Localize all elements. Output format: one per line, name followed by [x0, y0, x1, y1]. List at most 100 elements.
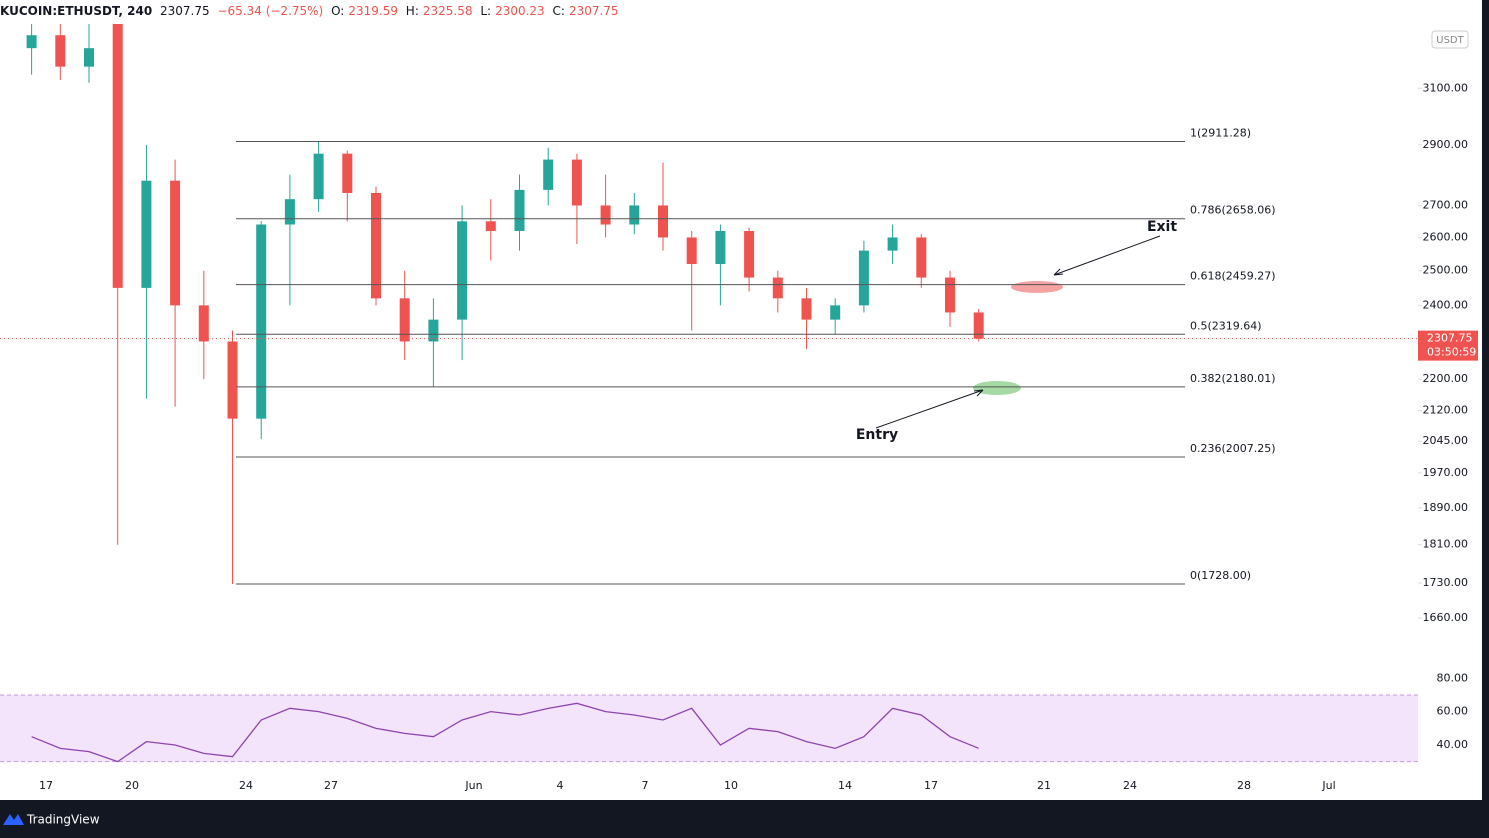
y-tick-label: 1810.00 [1423, 538, 1469, 551]
candle-body [371, 192, 381, 299]
logo [3, 814, 24, 825]
candle-body [485, 221, 496, 231]
candle-body [973, 312, 984, 339]
candle-body [256, 224, 267, 419]
price-axis-bg [1418, 24, 1482, 800]
last: 2307.75 [160, 4, 210, 18]
candle-body [858, 250, 869, 306]
right-edge [1482, 0, 1489, 838]
entry-zone [973, 381, 1021, 395]
x-tick-label: 28 [1237, 779, 1251, 792]
candle-body [715, 230, 726, 264]
last-price-badge [1418, 330, 1478, 361]
y-tick-label: 3100.00 [1423, 81, 1469, 94]
fib-label: 0.382(2180.01) [1190, 372, 1276, 385]
x-tick-label: 24 [1123, 779, 1137, 792]
x-tick-label: Jun [464, 779, 482, 792]
rsi-tick-label: 40.00 [1437, 738, 1469, 751]
candle-body [112, 24, 123, 288]
exit-zone [1011, 281, 1063, 293]
candle-body [600, 205, 611, 225]
y-tick-label: 1730.00 [1423, 576, 1469, 589]
footer-bar [0, 800, 1489, 838]
currency-box [1431, 30, 1469, 49]
candle-body [514, 189, 525, 231]
candle-body [830, 305, 841, 320]
candle-body [686, 237, 697, 264]
x-tick-label: 27 [324, 779, 338, 792]
fib-label: 0(1728.00) [1190, 569, 1251, 582]
y-tick-label: 2700.00 [1423, 198, 1469, 211]
rsi-tick-label: 80.00 [1437, 671, 1469, 684]
header: KUCOIN:ETHUSDT, 240 2307.75 −65.34 (−2.7… [0, 0, 623, 22]
fib-label: 0.5(2319.64) [1190, 319, 1262, 332]
candle-body [227, 341, 238, 419]
x-tick-label: 14 [838, 779, 852, 792]
entry-label: Entry [856, 427, 898, 443]
candle-body [313, 153, 324, 200]
candle-body [629, 205, 640, 225]
ohl-value: 2307.75 [568, 4, 619, 18]
change: −65.34 (−2.75%) [217, 4, 324, 18]
candle-body [399, 298, 410, 342]
x-tick-label: 20 [125, 779, 139, 792]
candle-body [141, 180, 152, 288]
x-tick-label: 24 [239, 779, 253, 792]
fib-label: 1(2911.28) [1190, 127, 1251, 140]
rsi-tick-label: 60.00 [1437, 705, 1469, 718]
x-tick-label: 10 [724, 779, 738, 792]
candle-body [744, 230, 755, 278]
ohl-value: 2325.58 [422, 4, 473, 18]
brand: TradingView [26, 813, 100, 827]
candle-body [945, 277, 955, 313]
candle-body [198, 305, 209, 342]
candle-body [84, 48, 94, 67]
rsi-band [0, 695, 1418, 762]
ohl-label: L: [480, 4, 492, 18]
x-tick-label: Jul [1321, 779, 1335, 792]
ohl-value: 2319.59 [348, 4, 398, 18]
y-tick-label: 2900.00 [1423, 138, 1469, 151]
candle-body [342, 153, 353, 193]
countdown: 03:50:59 [1427, 346, 1476, 359]
currency: USDT [1436, 35, 1464, 46]
y-tick-label: 2500.00 [1423, 264, 1469, 277]
x-tick-label: 4 [557, 779, 564, 792]
rsi-line [31, 702, 979, 763]
candle-body [26, 35, 37, 49]
candle-body [887, 237, 898, 251]
candle-body [772, 277, 783, 299]
candle-body [658, 205, 668, 238]
candle-body [55, 35, 66, 67]
candle-body [457, 221, 468, 320]
ohl-label: O: [331, 4, 345, 18]
last-price: 2307.75 [1427, 332, 1473, 345]
y-tick-label: 1970.00 [1423, 466, 1469, 479]
candle-body [284, 199, 295, 225]
ohl-label: H: [405, 4, 419, 18]
y-tick-label: 2045.00 [1423, 434, 1469, 447]
candle-body [801, 298, 812, 320]
fib-label: 0.786(2658.06) [1190, 204, 1276, 217]
y-tick-label: 2200.00 [1423, 372, 1469, 385]
ohl-value: 2300.23 [495, 4, 545, 18]
candle-body [916, 237, 927, 278]
x-tick-label: 7 [642, 779, 649, 792]
candle-body [543, 159, 554, 190]
ohl-label: C: [552, 4, 565, 18]
exit-label: Exit [1147, 219, 1177, 235]
fib-label: 0.236(2007.25) [1190, 442, 1276, 455]
y-tick-label: 1890.00 [1423, 501, 1469, 514]
x-tick-label: 17 [39, 779, 53, 792]
candle-body [571, 159, 582, 206]
y-tick-label: 1660.00 [1423, 611, 1469, 624]
y-tick-label: 2600.00 [1423, 230, 1469, 243]
fib-label: 0.618(2459.27) [1190, 270, 1276, 283]
y-tick-label: 2120.00 [1423, 404, 1469, 417]
candle-body [170, 180, 181, 306]
y-tick-label: 2400.00 [1423, 298, 1469, 311]
x-tick-label: 17 [924, 779, 938, 792]
x-tick-label: 21 [1037, 779, 1051, 792]
